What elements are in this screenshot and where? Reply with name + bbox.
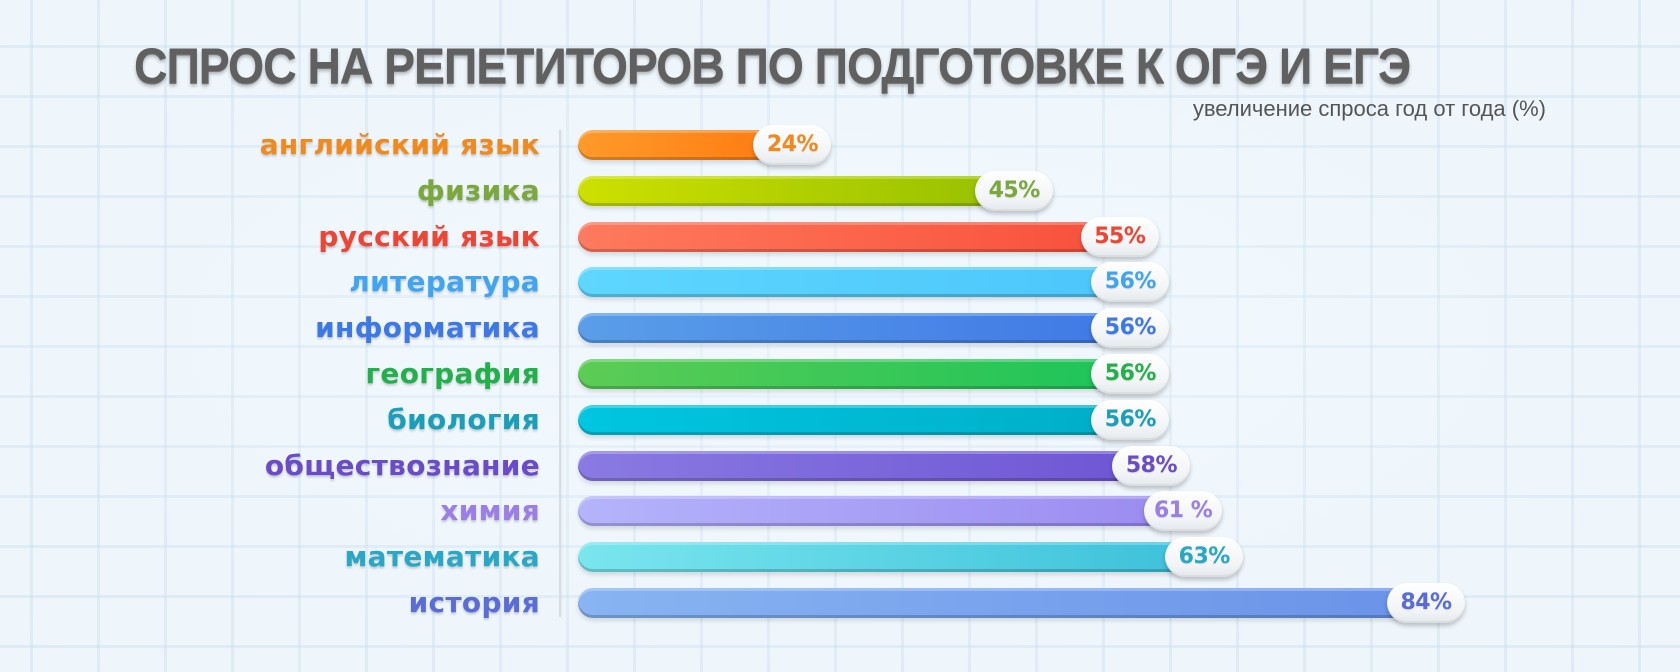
value-badge: 56%: [1091, 399, 1170, 440]
category-label: математика: [344, 540, 540, 574]
value-badge: 56%: [1091, 308, 1170, 349]
bar: [578, 175, 1015, 206]
bar-row: английский язык 24%: [0, 125, 1680, 165]
bar-row: литература 56%: [0, 262, 1680, 303]
value-badge: 84%: [1387, 583, 1466, 623]
bar-row: русский язык 55%: [0, 216, 1680, 257]
category-label: информатика: [315, 311, 540, 345]
category-label: география: [365, 357, 540, 390]
bar: [578, 267, 1131, 298]
bar-row: физика 45%: [0, 170, 1680, 211]
bar: [578, 404, 1131, 435]
bar: [578, 313, 1131, 344]
category-label: обществознание: [264, 448, 540, 482]
chart-subtitle: увеличение спроса год от года (%): [1192, 96, 1546, 121]
value-badge: 55%: [1080, 216, 1159, 257]
bar: [578, 496, 1184, 527]
bar-row: география 56%: [0, 354, 1680, 394]
value-badge: 56%: [1091, 262, 1170, 303]
bar-row: информатика 56%: [0, 308, 1680, 349]
bar: [578, 359, 1131, 389]
bar-row: химия 61 %: [0, 491, 1680, 532]
category-label: биология: [387, 402, 540, 436]
bar: [578, 542, 1205, 573]
bar-row: обществознание 58%: [0, 445, 1680, 486]
bar: [578, 221, 1120, 252]
chart-title: СПРОС НА РЕПЕТИТОРОВ ПО ПОДГОТОВКЕ К ОГЭ…: [134, 38, 1411, 94]
value-badge: 58%: [1112, 445, 1191, 486]
category-label: литература: [349, 265, 540, 299]
category-label: химия: [440, 494, 540, 528]
value-badge: 24%: [753, 125, 832, 165]
value-badge: 56%: [1091, 354, 1170, 394]
category-label: английский язык: [259, 128, 540, 161]
category-label: физика: [417, 173, 540, 207]
bar-row: история 84%: [0, 583, 1680, 623]
bar-row: математика 63%: [0, 537, 1680, 578]
bar: [578, 450, 1152, 481]
category-label: история: [408, 586, 540, 619]
value-badge: 61 %: [1144, 491, 1223, 532]
bar: [578, 588, 1427, 618]
value-badge: 63%: [1165, 537, 1244, 578]
category-label: русский язык: [318, 219, 540, 253]
y-axis-line: [559, 130, 561, 617]
value-badge: 45%: [975, 170, 1054, 211]
bar-row: биология 56%: [0, 399, 1680, 440]
